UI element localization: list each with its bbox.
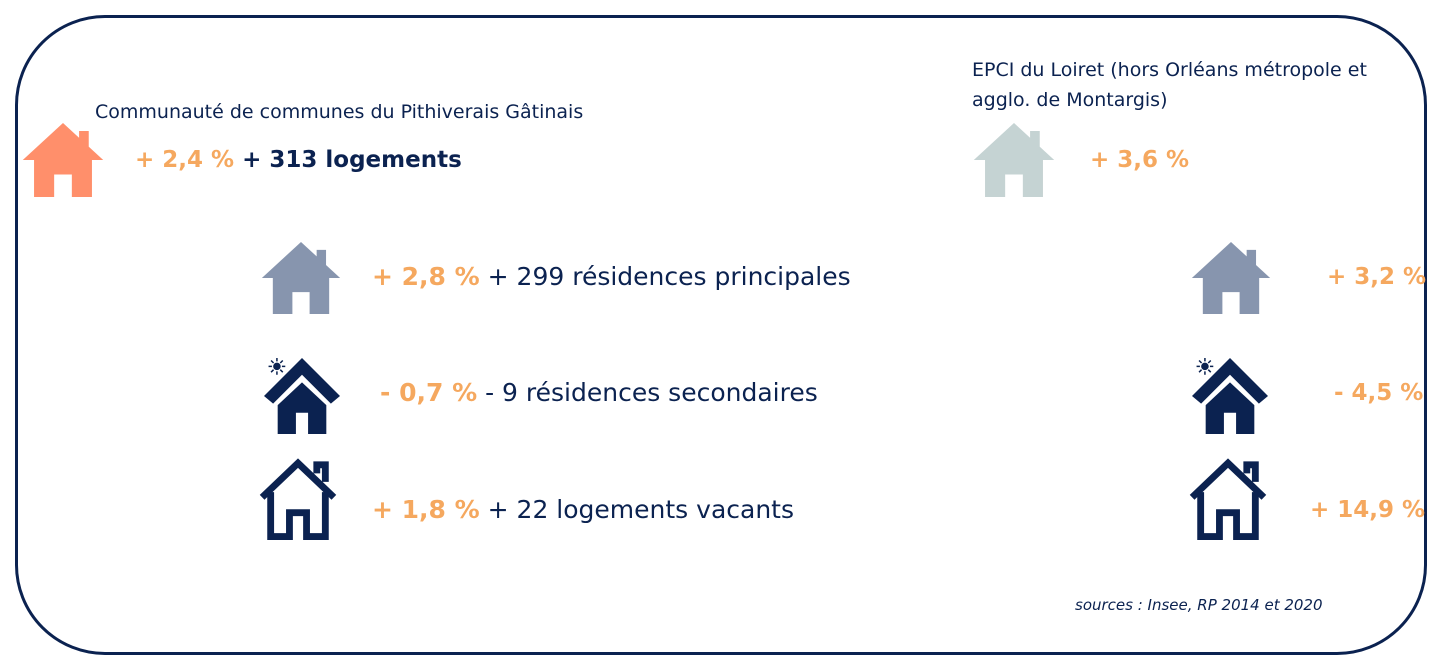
house-total bbox=[973, 123, 1055, 197]
house-vacant bbox=[1178, 458, 1278, 540]
label: - 9 résidences secondaires bbox=[485, 378, 818, 407]
right-rate: - 4,5 % bbox=[1334, 380, 1424, 406]
row: - 0,7 % - 9 résidences secondaires bbox=[380, 378, 818, 407]
right-rate: + 14,9 % bbox=[1310, 497, 1426, 523]
row: + 2,8 % + 299 résidences principales bbox=[372, 262, 851, 291]
left-title: Communauté de communes du Pithiverais Gâ… bbox=[95, 101, 584, 123]
source: sources : Insee, RP 2014 et 2020 bbox=[1075, 596, 1323, 614]
house-vacant bbox=[248, 458, 348, 540]
page: {"left":{"title":"Communauté de communes… bbox=[15, 15, 1427, 655]
count: + 313 logements bbox=[242, 147, 462, 173]
house-secondary bbox=[264, 358, 340, 434]
right-rate: + 3,2 % bbox=[1327, 264, 1427, 290]
title-line: agglo. de Montargis) bbox=[972, 89, 1168, 111]
house-principal bbox=[261, 242, 341, 314]
house-secondary bbox=[1192, 358, 1268, 434]
rate: + 2,4 % bbox=[135, 147, 235, 173]
title-line: EPCI du Loiret (hors Orléans métropole e… bbox=[972, 59, 1367, 81]
left-total: + 2,4 % + 313 logements bbox=[135, 147, 462, 173]
rate: - 0,7 % bbox=[380, 378, 478, 407]
rate: + 2,8 % bbox=[372, 262, 480, 291]
house-total bbox=[22, 123, 104, 197]
row: + 1,8 % + 22 logements vacants bbox=[372, 495, 794, 524]
label: + 22 logements vacants bbox=[487, 495, 795, 524]
rate: + 1,8 % bbox=[372, 495, 480, 524]
right-total: + 3,6 % bbox=[1090, 147, 1190, 173]
right-title: EPCI du Loiret (hors Orléans métropole e… bbox=[972, 55, 1367, 115]
label: + 299 résidences principales bbox=[487, 262, 851, 291]
house-principal bbox=[1191, 242, 1271, 314]
